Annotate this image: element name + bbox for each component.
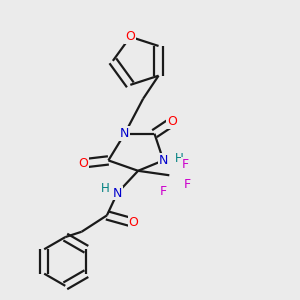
Text: O: O [125, 30, 135, 43]
Text: N: N [159, 154, 168, 167]
Text: O: O [78, 157, 88, 170]
Text: O: O [129, 216, 139, 229]
Text: N: N [120, 127, 129, 140]
Text: F: F [184, 178, 191, 191]
Text: N: N [112, 187, 122, 200]
Text: O: O [167, 115, 177, 128]
Text: H: H [101, 182, 110, 195]
Text: F: F [182, 158, 189, 171]
Text: H: H [175, 152, 184, 165]
Text: F: F [160, 185, 167, 198]
